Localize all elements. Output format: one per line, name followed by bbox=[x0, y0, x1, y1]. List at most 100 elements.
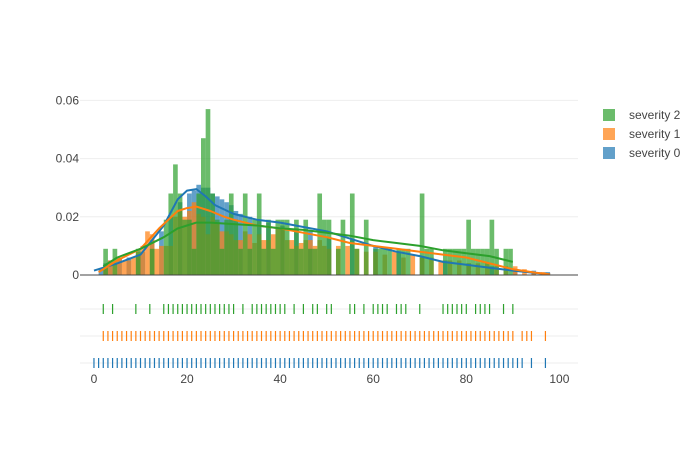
histogram-bar[interactable] bbox=[247, 248, 253, 275]
histogram-bar[interactable] bbox=[308, 248, 313, 275]
histogram-bar[interactable] bbox=[228, 193, 234, 275]
axes: 0 0.02 0.04 0.06 0 20 40 60 80 100 bbox=[56, 93, 578, 386]
histogram-bar[interactable] bbox=[419, 193, 425, 275]
histogram-bar[interactable] bbox=[275, 219, 281, 275]
x-tick-label: 20 bbox=[180, 372, 194, 386]
histogram-bar[interactable] bbox=[126, 260, 132, 275]
histogram-bar[interactable] bbox=[345, 245, 350, 275]
histogram-bar[interactable] bbox=[191, 202, 197, 275]
kde-curve[interactable] bbox=[98, 205, 551, 276]
legend-swatch bbox=[603, 147, 615, 159]
histogram-bar[interactable] bbox=[363, 219, 369, 275]
kde-curve[interactable] bbox=[102, 221, 514, 268]
histogram-bar[interactable] bbox=[354, 248, 360, 275]
histogram-bar[interactable] bbox=[103, 248, 108, 275]
histogram-bar[interactable] bbox=[475, 248, 481, 275]
rug-plot bbox=[93, 304, 547, 368]
histogram-bar[interactable] bbox=[201, 138, 206, 275]
kde-curve[interactable] bbox=[93, 188, 551, 276]
histogram-bar[interactable] bbox=[456, 248, 462, 275]
histogram-bar[interactable] bbox=[391, 251, 397, 275]
x-tick-label: 80 bbox=[460, 372, 474, 386]
histogram-bar[interactable] bbox=[317, 193, 323, 275]
histogram-bar[interactable] bbox=[424, 248, 430, 275]
legend-label: severity 1 bbox=[629, 127, 681, 141]
histogram-bar[interactable] bbox=[196, 193, 202, 275]
histogram-bar[interactable] bbox=[410, 254, 416, 275]
histogram-bar[interactable] bbox=[270, 248, 276, 275]
histogram-bar[interactable] bbox=[159, 245, 164, 275]
histogram-bar[interactable] bbox=[438, 260, 444, 275]
histogram-bar[interactable] bbox=[182, 219, 188, 275]
histogram-bar[interactable] bbox=[396, 248, 402, 275]
kde-curves bbox=[93, 188, 551, 276]
histogram-bar[interactable] bbox=[303, 219, 309, 275]
histogram-bar[interactable] bbox=[280, 219, 285, 275]
histogram-bar[interactable] bbox=[405, 248, 411, 275]
histogram-bar[interactable] bbox=[387, 248, 392, 275]
histogram-bar[interactable] bbox=[210, 193, 215, 275]
legend[interactable]: severity 2 severity 1 severity 0 bbox=[603, 108, 681, 160]
histogram-bar[interactable] bbox=[298, 248, 304, 275]
histogram-bar[interactable] bbox=[252, 219, 257, 275]
histogram-bar[interactable] bbox=[117, 257, 122, 275]
histogram-bar[interactable] bbox=[266, 219, 271, 275]
legend-label: severity 2 bbox=[629, 108, 681, 122]
histogram-bar[interactable] bbox=[219, 248, 225, 275]
legend-item[interactable]: severity 1 bbox=[603, 127, 681, 141]
histogram-bar[interactable] bbox=[429, 248, 434, 275]
histogram-bar[interactable] bbox=[135, 248, 141, 275]
histogram-bar[interactable] bbox=[140, 245, 146, 275]
histogram-bar[interactable] bbox=[335, 248, 341, 275]
histogram-bar[interactable] bbox=[452, 248, 457, 275]
legend-swatch bbox=[603, 128, 615, 140]
histogram-bar[interactable] bbox=[261, 248, 267, 275]
histogram-bar[interactable] bbox=[187, 219, 192, 275]
histogram-bar[interactable] bbox=[289, 248, 295, 275]
histogram-bar[interactable] bbox=[256, 193, 262, 275]
histogram-bar[interactable] bbox=[173, 164, 178, 275]
histogram-bar[interactable] bbox=[373, 248, 378, 275]
histogram-bar[interactable] bbox=[312, 248, 318, 275]
legend-item[interactable]: severity 2 bbox=[603, 108, 681, 122]
histogram-bar[interactable] bbox=[233, 219, 239, 275]
histogram-bar[interactable] bbox=[494, 248, 499, 275]
histogram-bar[interactable] bbox=[377, 248, 383, 275]
histogram-bar[interactable] bbox=[461, 248, 467, 275]
histogram-bar[interactable] bbox=[154, 248, 160, 275]
histogram-bar[interactable] bbox=[382, 248, 388, 275]
histogram-bar[interactable] bbox=[322, 219, 327, 275]
histogram-bar[interactable] bbox=[326, 219, 332, 275]
histogram-bar[interactable] bbox=[466, 219, 471, 275]
histogram-bar[interactable] bbox=[191, 248, 197, 275]
histogram-bar[interactable] bbox=[238, 248, 243, 275]
histogram-bar[interactable] bbox=[224, 219, 229, 275]
histogram-bar[interactable] bbox=[470, 248, 476, 275]
histogram-bar[interactable] bbox=[205, 109, 211, 275]
legend-swatch bbox=[603, 109, 615, 121]
histogram-bar[interactable] bbox=[401, 248, 406, 275]
histogram-bar[interactable] bbox=[149, 248, 155, 275]
histogram-bar[interactable] bbox=[131, 257, 136, 275]
histogram-bar[interactable] bbox=[107, 260, 113, 275]
histogram-bar[interactable] bbox=[168, 193, 174, 275]
y-tick-label: 0.06 bbox=[56, 93, 80, 107]
histogram-bar[interactable] bbox=[294, 219, 299, 275]
histogram-bar[interactable] bbox=[489, 219, 495, 275]
histogram-bar[interactable] bbox=[284, 219, 290, 275]
histogram-bar[interactable] bbox=[98, 269, 104, 275]
legend-item[interactable]: severity 0 bbox=[603, 146, 681, 160]
x-tick-label: 0 bbox=[91, 372, 98, 386]
histogram-bar[interactable] bbox=[214, 219, 220, 275]
histogram-bar[interactable] bbox=[145, 231, 150, 275]
histogram-bar[interactable] bbox=[177, 193, 183, 275]
y-tick-label: 0.04 bbox=[56, 152, 80, 166]
histogram-bars bbox=[98, 109, 551, 275]
histogram-bar[interactable] bbox=[121, 260, 127, 275]
histogram-bar[interactable] bbox=[503, 248, 509, 275]
histogram-bar[interactable] bbox=[163, 219, 169, 275]
histogram-bar[interactable] bbox=[242, 193, 248, 275]
histogram-bar[interactable] bbox=[340, 219, 346, 275]
histogram-bar[interactable] bbox=[349, 193, 355, 275]
